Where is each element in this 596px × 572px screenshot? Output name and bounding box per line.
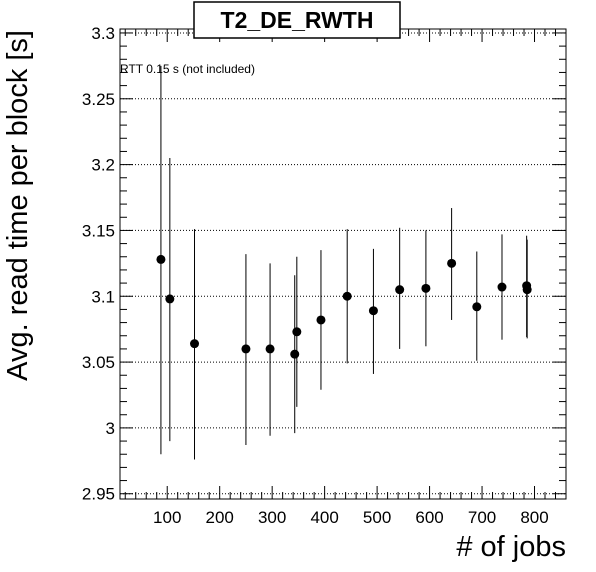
title-box-frame [193, 1, 401, 39]
x-tick-label: 800 [520, 508, 548, 527]
data-point [156, 254, 166, 264]
y-tick-label: 3.15 [82, 221, 115, 240]
y-tick-label: 3.1 [91, 287, 115, 306]
y-axis-title: Avg. read time per block [s] [2, 30, 34, 381]
y-tick-label: 3.05 [82, 353, 115, 372]
data-point [265, 344, 275, 354]
x-tick-label: 100 [153, 508, 181, 527]
y-tick-label: 2.95 [82, 485, 115, 504]
x-axis-title: # of jobs [456, 531, 566, 563]
y-tick-label: 3 [106, 419, 115, 438]
data-points [156, 254, 532, 359]
data-point [522, 285, 532, 295]
x-tick-label: 300 [258, 508, 286, 527]
data-point [292, 327, 302, 337]
data-point [316, 315, 326, 325]
data-point [497, 282, 507, 292]
chart-title: T2_DE_RWTH [221, 7, 374, 33]
data-point [395, 285, 405, 295]
y-tick-label: 3.2 [91, 156, 115, 175]
rtt-annotation: RTT 0.15 s (not included) [120, 62, 255, 76]
x-tick-labels: 100 200 300 400 500 600 700 800 [153, 508, 549, 527]
data-point [290, 349, 300, 359]
data-point [165, 294, 175, 304]
data-point [472, 302, 482, 312]
data-point [368, 306, 378, 316]
x-tick-label: 400 [310, 508, 338, 527]
y-tick-label: 3.3 [91, 24, 115, 43]
title-box: T2_DE_RWTH [193, 1, 401, 39]
data-point [447, 258, 457, 268]
x-tick-label: 500 [363, 508, 391, 527]
x-tick-label: 700 [468, 508, 496, 527]
y-tick-label: 3.25 [82, 90, 115, 109]
data-point [190, 339, 200, 349]
data-point [342, 291, 352, 301]
data-point [421, 283, 431, 293]
x-tick-label: 200 [206, 508, 234, 527]
y-tick-labels: 2.95 3 3.05 3.1 3.15 3.2 3.25 3.3 [82, 24, 115, 504]
x-tick-label: 600 [415, 508, 443, 527]
data-point [241, 344, 251, 354]
